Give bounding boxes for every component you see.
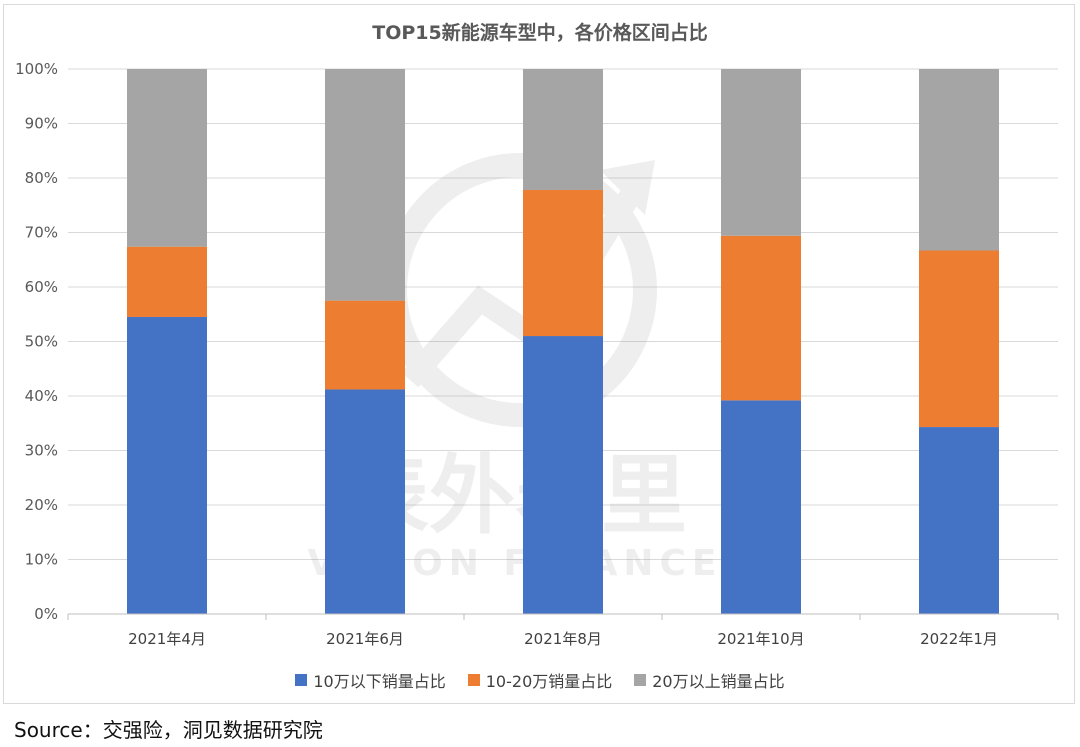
legend-label: 20万以上销量占比 — [652, 672, 785, 691]
legend-swatch — [467, 674, 480, 686]
legend-item: 10-20万销量占比 — [467, 668, 613, 692]
chart-legend: 10万以下销量占比 10-20万销量占比 20万以上销量占比 — [0, 668, 1080, 692]
bar-segment — [325, 69, 405, 301]
bar-segment — [919, 250, 999, 428]
legend-label: 10-20万销量占比 — [485, 672, 613, 691]
x-tick-label: 2021年8月 — [524, 630, 602, 648]
legend-swatch — [634, 674, 647, 686]
y-tick-label: 70% — [25, 224, 58, 242]
legend-label: 10万以下销量占比 — [313, 672, 446, 691]
bar-segment — [919, 69, 999, 251]
bar-segment — [523, 189, 603, 337]
legend-item: 10万以下销量占比 — [295, 668, 446, 692]
bar-segment — [127, 316, 207, 614]
y-tick-label: 20% — [25, 496, 58, 514]
x-tick-label: 2021年6月 — [326, 630, 404, 648]
bar-segment — [523, 336, 603, 614]
bar-segment — [721, 235, 801, 401]
bar-segment — [523, 69, 603, 190]
bar-segment — [325, 300, 405, 390]
y-tick-label: 0% — [34, 605, 58, 623]
x-tick-label: 2022年1月 — [920, 630, 998, 648]
bar-segment — [721, 400, 801, 614]
y-tick-label: 60% — [25, 278, 58, 296]
y-tick-label: 40% — [25, 387, 58, 405]
y-tick-label: 90% — [25, 115, 58, 133]
x-tick-label: 2021年10月 — [717, 630, 804, 648]
y-tick-label: 100% — [15, 60, 58, 78]
bar-segment — [721, 69, 801, 236]
chart-title: TOP15新能源车型中，各价格区间占比 — [372, 22, 708, 44]
y-tick-label: 10% — [25, 551, 58, 569]
y-tick-label: 80% — [25, 169, 58, 187]
y-tick-label: 50% — [25, 333, 58, 351]
x-tick-label: 2021年4月 — [128, 630, 206, 648]
source-note: Source：交强险，洞见数据研究院 — [14, 718, 323, 742]
bar-segment — [325, 389, 405, 614]
bar-segment — [127, 69, 207, 247]
bar-segment — [919, 427, 999, 614]
legend-item: 20万以上销量占比 — [634, 668, 785, 692]
legend-swatch — [295, 674, 308, 686]
bar-segment — [127, 246, 207, 317]
y-tick-label: 30% — [25, 442, 58, 460]
